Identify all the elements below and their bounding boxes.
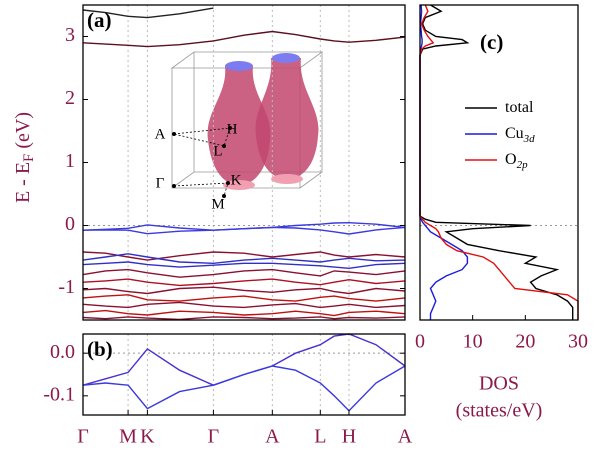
panel-label: (c) [480,30,503,54]
x-tick-label: H [342,426,356,448]
fermi-top [272,53,300,63]
x-tick-label: 10 [463,331,483,353]
x-tick-label: L [314,426,326,448]
inset-label: L [213,143,222,159]
panel-label: (b) [87,337,113,361]
x-tick-label: 30 [568,331,588,353]
series-line [83,311,405,316]
inset-label: K [231,172,242,188]
legend-label: Cu3d [505,125,535,145]
y-tick-label: 0 [65,213,75,235]
x-axis-label: DOS [479,373,519,395]
figure: -10123(a)E - EF(eV)AHLΓKM0.0-0.1ΓMKΓALHA… [0,0,611,450]
y-tick-label: 1 [65,150,75,172]
x-tick-label: 20 [515,331,535,353]
legend-sub: 2p [517,159,529,171]
fermi-sheet [256,58,319,180]
y-tick-label: 2 [65,87,75,109]
series-line [420,5,467,320]
x-tick-label: Γ [208,426,220,448]
fermi-bottom [271,174,303,184]
series-line [83,334,405,385]
x-tick-label: Γ [77,426,89,448]
x-tick-label: M [119,426,137,448]
y-label-unit: (eV) [12,112,34,149]
y-label-sub: F [21,154,37,162]
panel-label: (a) [87,8,112,32]
y-tick-label: -1 [58,276,75,298]
legend-label: total [505,99,534,116]
y-label-main: E - E [12,162,34,203]
series-line [83,287,405,293]
x-tick-label: K [140,426,155,448]
inset-label: H [227,121,238,137]
x-tick-label: A [265,426,280,448]
inset-label: M [211,196,224,212]
x-tick-label: 0 [415,331,425,353]
series-line [83,295,405,301]
legend-name: O [505,151,517,168]
series-line [83,32,405,47]
y-tick-label: -0.1 [43,383,75,405]
series-line [83,279,405,285]
legend-label: O2p [505,151,528,171]
series-line [83,262,405,268]
series-line [83,270,405,278]
x-axis-label: (states/eV) [456,400,543,422]
y-tick-label: 0.0 [50,341,75,363]
legend-name: total [505,99,534,116]
y-axis-label: E - EF (eV) [12,112,38,203]
series-line [83,317,405,320]
y-tick-label: 3 [65,24,75,46]
series-line [83,302,405,307]
inset-label: A [155,126,166,142]
legend-sub: 3d [523,133,536,145]
x-tick-label: A [398,426,413,448]
legend-name: Cu [505,125,524,142]
series-line [83,366,405,411]
inset-label: Γ [156,175,165,191]
fermi-top [225,61,253,71]
